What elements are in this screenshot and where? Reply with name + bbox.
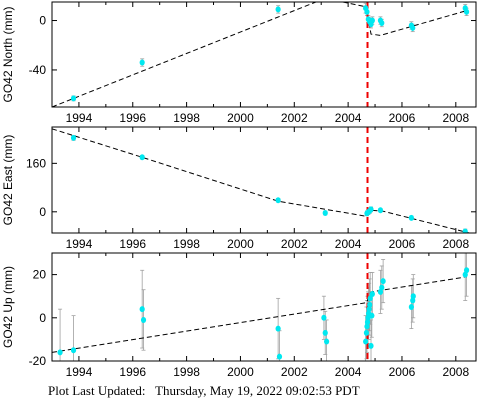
data-point-up-6: [321, 314, 327, 321]
y-tick-label-north--40: -40: [29, 63, 47, 77]
x-tick-label-east-2004: 2004: [335, 237, 362, 251]
data-point-north-1: [139, 59, 145, 66]
x-tick-label-up-2008: 2008: [442, 365, 469, 379]
x-tick-label-up-2002: 2002: [281, 365, 308, 379]
x-tick-label-north-1998: 1998: [173, 111, 200, 125]
data-point-east-1: [139, 154, 145, 161]
data-point-up-23: [380, 278, 386, 285]
x-tick-label-up-2004: 2004: [335, 365, 362, 379]
data-point-east-8: [377, 207, 384, 214]
plot-area-up: [52, 253, 470, 361]
x-tick-label-north-2004: 2004: [335, 111, 362, 125]
data-point-up-2: [139, 306, 145, 313]
data-point-east-7: [368, 206, 374, 213]
y-axis-label-up: GO42 Up (mm): [1, 266, 15, 348]
data-point-up-22: [379, 284, 385, 291]
data-point-north-11: [379, 20, 385, 26]
data-point-up-8: [323, 338, 330, 345]
data-point-north-5: [364, 8, 370, 15]
data-point-east-10: [462, 228, 468, 233]
panel-up: 1994 1996 1998 2000 2002 2004 2006 2008 -20 0 20 GO…: [1, 252, 477, 379]
x-tick-label-up-1998: 1998: [173, 365, 200, 379]
x-tick-label-east-2006: 2006: [389, 237, 416, 251]
x-tick-label-north-2000: 2000: [227, 111, 254, 125]
x-tick-label-east-1996: 1996: [119, 237, 146, 251]
last-updated-label: Plot Last Updated:: [48, 383, 146, 398]
x-tick-label-north-2002: 2002: [281, 111, 308, 125]
plot-area-north: [52, 2, 470, 107]
data-point-north-2: [275, 6, 281, 13]
x-tick-label-north-1996: 1996: [119, 111, 146, 125]
x-tick-label-east-2002: 2002: [281, 237, 308, 251]
y-axis-label-east: GO42 East (mm): [1, 135, 15, 226]
x-tick-label-up-2006: 2006: [389, 365, 416, 379]
data-point-up-9: [363, 338, 369, 345]
panel-east: 1994 1996 1998 2000 2002 2004 2006 2008 0 160 GO42…: [1, 126, 477, 251]
data-point-north-0: [70, 95, 77, 102]
data-point-up-1: [70, 347, 77, 354]
data-point-up-4: [275, 325, 281, 332]
data-point-north-15: [463, 8, 470, 15]
data-point-east-2: [275, 197, 281, 204]
x-tick-label-east-2008: 2008: [442, 237, 469, 251]
data-point-up-3: [140, 316, 147, 323]
model-line-up: [52, 276, 467, 353]
data-point-up-18: [368, 342, 374, 349]
x-tick-label-east-1994: 1994: [66, 237, 93, 251]
model-line-east: [52, 128, 470, 233]
data-point-east-0: [70, 134, 77, 141]
data-point-east-3: [322, 210, 328, 217]
model-line-north: [52, 2, 467, 107]
data-point-north-9: [369, 17, 375, 24]
y-tick-label-up-20: 20: [33, 268, 47, 282]
data-point-north-13: [410, 24, 416, 31]
x-tick-label-up-1996: 1996: [119, 365, 146, 379]
data-point-east-9: [408, 214, 414, 221]
axes-frame-east: [51, 126, 477, 234]
panel-north: 1994 1996 1998 2000 2002 2004 2006 2008 -40 0 GO42…: [1, 1, 477, 125]
data-point-up-20: [369, 291, 375, 298]
data-point-up-16: [367, 301, 373, 308]
x-tick-label-up-2000: 2000: [227, 365, 254, 379]
x-tick-label-north-1994: 1994: [66, 111, 93, 125]
plot-area-east: [52, 127, 470, 233]
data-point-up-7: [322, 329, 328, 336]
y-tick-label-north-0: 0: [39, 14, 46, 28]
data-point-up-26: [410, 293, 416, 300]
y-tick-label-east-160: 160: [26, 156, 46, 170]
x-tick-label-north-2008: 2008: [442, 111, 469, 125]
data-point-up-28: [463, 267, 470, 274]
y-tick-label-east-0: 0: [39, 205, 46, 219]
x-tick-label-east-1998: 1998: [173, 237, 200, 251]
x-tick-label-north-2006: 2006: [389, 111, 416, 125]
data-point-up-0: [57, 349, 63, 356]
last-updated-footer: Plot Last Updated: Thursday, May 19, 202…: [48, 383, 360, 399]
data-point-up-19: [369, 312, 375, 319]
axes-frame-up: [51, 252, 477, 362]
y-axis-label-north: GO42 North (mm): [1, 6, 15, 102]
data-point-up-5: [276, 353, 283, 360]
data-point-up-10: [363, 329, 370, 336]
y-tick-label-up--20: -20: [29, 354, 47, 368]
y-tick-label-up-0: 0: [39, 311, 46, 325]
axes-frame-north: [51, 1, 477, 108]
data-point-up-24: [408, 304, 414, 310]
x-tick-label-east-2000: 2000: [227, 237, 254, 251]
last-updated-timestamp: Thursday, May 19, 2022 09:02:53 PDT: [155, 383, 360, 398]
x-tick-label-up-1994: 1994: [66, 365, 93, 379]
